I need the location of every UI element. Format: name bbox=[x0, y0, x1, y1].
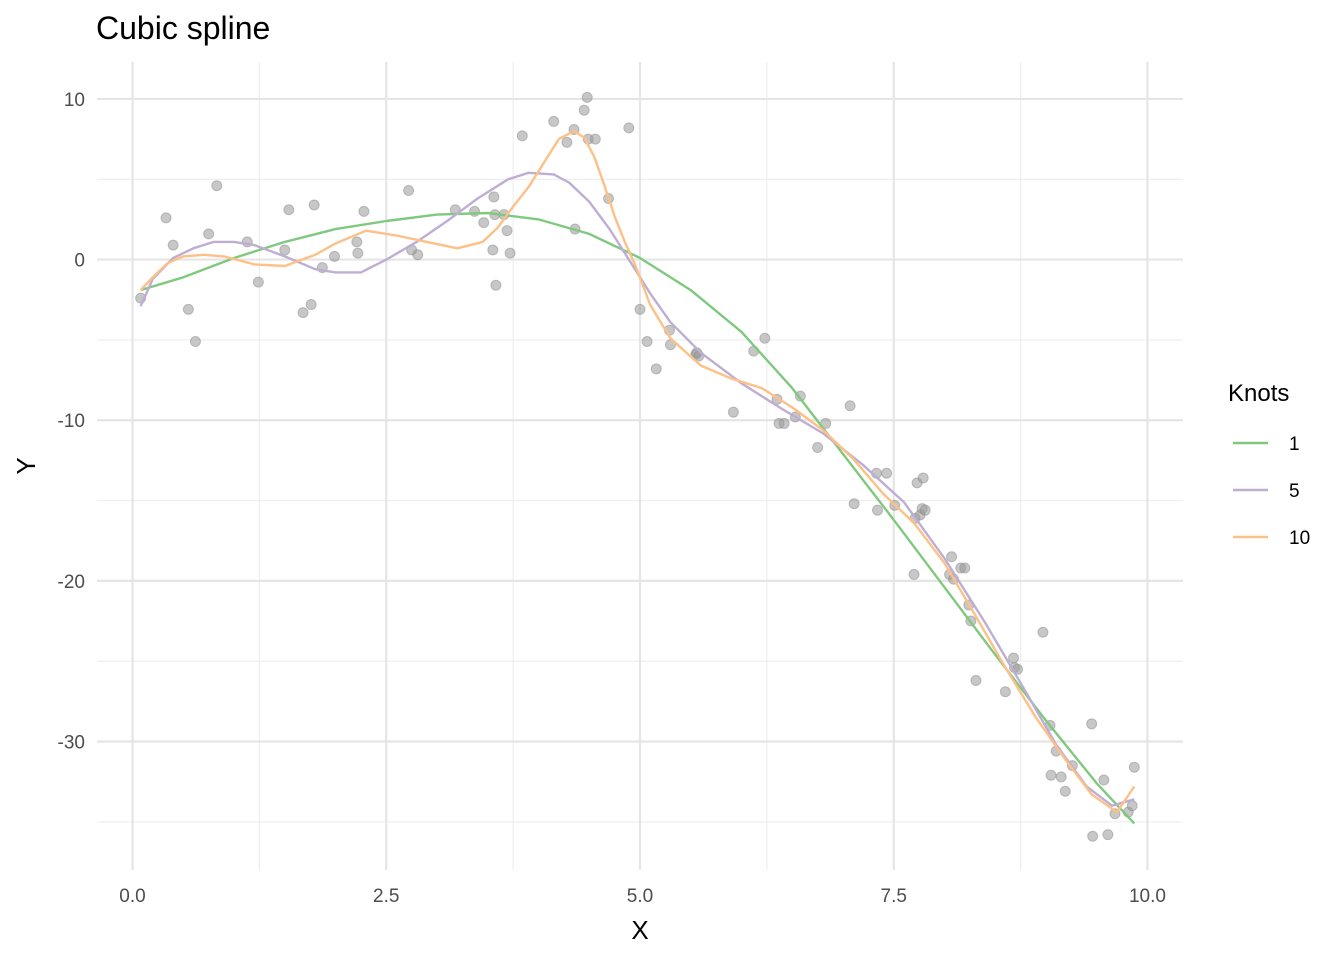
data-point bbox=[999, 686, 1011, 698]
data-point bbox=[305, 299, 317, 311]
grid-major bbox=[97, 62, 1183, 870]
data-point bbox=[1008, 652, 1020, 664]
data-point bbox=[203, 228, 215, 240]
data-point bbox=[881, 467, 893, 479]
data-point bbox=[308, 199, 320, 211]
data-point bbox=[917, 472, 929, 484]
data-point bbox=[469, 205, 481, 217]
data-point bbox=[946, 551, 958, 563]
data-point bbox=[490, 279, 502, 291]
data-point bbox=[1086, 718, 1098, 730]
x-tick-label: 2.5 bbox=[373, 886, 399, 907]
y-tick-label: -20 bbox=[58, 572, 85, 593]
data-point bbox=[634, 303, 646, 315]
data-point bbox=[297, 307, 309, 319]
data-point bbox=[488, 191, 500, 203]
data-point bbox=[561, 136, 573, 148]
y-tick-label: -10 bbox=[58, 411, 85, 432]
data-point bbox=[908, 568, 920, 580]
data-point bbox=[182, 303, 194, 315]
data-point bbox=[351, 236, 363, 248]
x-axis-title: X bbox=[631, 915, 648, 945]
spline-lines bbox=[139, 129, 1136, 825]
data-point bbox=[548, 115, 560, 127]
data-point bbox=[1055, 771, 1067, 783]
data-point bbox=[167, 239, 179, 251]
legend-label-1: 1 bbox=[1289, 434, 1300, 455]
data-point bbox=[328, 250, 340, 262]
data-point bbox=[589, 133, 601, 145]
y-tick-label: 0 bbox=[74, 251, 85, 272]
data-point bbox=[279, 244, 291, 256]
data-point bbox=[759, 332, 771, 344]
data-point bbox=[1128, 761, 1140, 773]
data-point bbox=[283, 204, 295, 216]
data-point bbox=[844, 400, 856, 412]
legend-label-5: 5 bbox=[1289, 481, 1300, 502]
data-point bbox=[623, 122, 635, 134]
chart-title: Cubic spline bbox=[96, 10, 270, 46]
spline-line-knots-10 bbox=[139, 129, 1136, 814]
x-tick-label: 7.5 bbox=[881, 886, 907, 907]
spline-line-knots-5 bbox=[139, 171, 1135, 807]
x-tick-label: 0.0 bbox=[119, 886, 145, 907]
data-point bbox=[1037, 626, 1049, 638]
legend-label-10: 10 bbox=[1289, 528, 1310, 549]
data-point bbox=[358, 205, 370, 217]
y-tick-labels: 10 0 -10 -20 -30 bbox=[58, 90, 85, 754]
data-point bbox=[211, 180, 223, 192]
data-point bbox=[1059, 785, 1071, 797]
data-point bbox=[1087, 830, 1099, 842]
x-tick-labels: 0.0 2.5 5.0 7.5 10.0 bbox=[119, 886, 1166, 907]
data-point bbox=[578, 104, 590, 116]
data-point bbox=[871, 504, 883, 516]
data-point bbox=[970, 674, 982, 686]
y-axis-title: Y bbox=[11, 457, 41, 474]
data-point bbox=[1098, 774, 1110, 786]
data-point bbox=[516, 130, 528, 142]
data-point bbox=[641, 336, 653, 348]
data-point bbox=[650, 363, 662, 375]
data-point bbox=[478, 217, 490, 229]
y-tick-label: 10 bbox=[64, 90, 85, 111]
legend-title: Knots bbox=[1228, 380, 1289, 407]
data-point bbox=[160, 212, 172, 224]
data-point bbox=[812, 442, 824, 454]
data-point bbox=[487, 244, 499, 256]
data-point bbox=[504, 247, 516, 259]
data-point bbox=[1045, 769, 1057, 781]
data-point bbox=[403, 185, 415, 197]
data-point bbox=[581, 91, 593, 103]
x-tick-label: 10.0 bbox=[1129, 886, 1166, 907]
data-point bbox=[959, 562, 971, 574]
data-point bbox=[919, 504, 931, 516]
x-tick-label: 5.0 bbox=[627, 886, 653, 907]
data-point bbox=[252, 276, 264, 288]
data-point bbox=[1126, 800, 1138, 812]
data-point bbox=[501, 225, 513, 237]
data-point bbox=[1102, 829, 1114, 841]
data-points bbox=[135, 91, 1140, 842]
spline-line-knots-1 bbox=[140, 211, 1136, 825]
data-point bbox=[189, 336, 201, 348]
y-tick-label: -30 bbox=[58, 732, 85, 753]
data-point bbox=[848, 498, 860, 510]
data-point bbox=[778, 417, 790, 429]
data-point bbox=[727, 406, 739, 418]
data-point bbox=[412, 249, 424, 261]
data-point bbox=[352, 247, 364, 259]
